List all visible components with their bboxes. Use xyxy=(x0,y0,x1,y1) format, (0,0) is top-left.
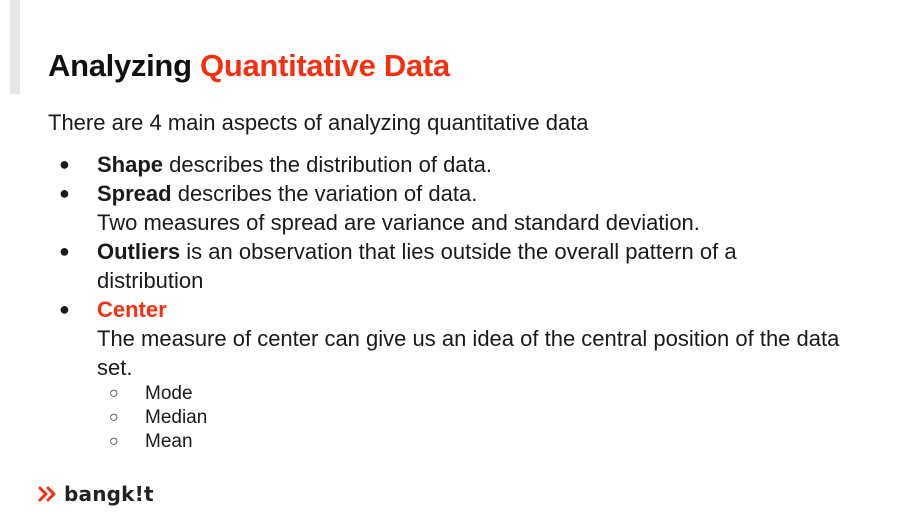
title-plain: Analyzing xyxy=(48,48,201,83)
bullet-outliers: ● Outliers is an observation that lies o… xyxy=(48,237,848,295)
sub-item-label: Mode xyxy=(145,383,193,404)
bangkit-logo: bangk!t xyxy=(38,482,154,506)
bullet-outliers-text: is an observation that lies outside the … xyxy=(97,239,737,293)
sub-item-mean: ○ Mean xyxy=(97,430,848,454)
sub-bullet-circle: ○ xyxy=(109,409,119,426)
sub-item-mode: ○ Mode xyxy=(97,382,848,406)
bullet-shape: ● Shape describes the distribution of da… xyxy=(48,150,848,179)
sub-item-label: Mean xyxy=(145,431,193,452)
bullet-center-detail: The measure of center can give us an ide… xyxy=(97,326,840,380)
bullet-spread-text: describes the variation of data. xyxy=(171,181,478,206)
bullet-dot: ● xyxy=(59,154,70,174)
bullet-dot: ● xyxy=(59,241,70,261)
bullet-list: ● Shape describes the distribution of da… xyxy=(48,150,848,454)
sub-item-median: ○ Median xyxy=(97,406,848,430)
slide-title: Analyzing Quantitative Data xyxy=(48,48,450,84)
bullet-dot: ● xyxy=(59,299,70,319)
bullet-shape-text: describes the distribution of data. xyxy=(163,152,492,177)
bullet-spread-detail: Two measures of spread are variance and … xyxy=(97,210,700,235)
bullet-outliers-term: Outliers xyxy=(97,239,181,264)
slide-side-bar xyxy=(10,0,20,94)
center-sub-list: ○ Mode ○ Median ○ Mean xyxy=(97,382,848,454)
chevron-logo-icon xyxy=(38,486,56,502)
bullet-shape-term: Shape xyxy=(97,152,164,177)
bullet-spread: ● Spread describes the variation of data… xyxy=(48,179,848,237)
intro-text: There are 4 main aspects of analyzing qu… xyxy=(48,110,589,135)
title-accent: Quantitative Data xyxy=(200,48,450,83)
logo-wordmark: bangk!t xyxy=(64,482,154,506)
bullet-spread-term: Spread xyxy=(97,181,172,206)
bullet-center-term: Center xyxy=(97,297,167,322)
bullet-center: ● Center The measure of center can give … xyxy=(48,295,848,454)
sub-item-label: Median xyxy=(145,407,208,428)
bullet-dot: ● xyxy=(59,183,70,203)
sub-bullet-circle: ○ xyxy=(109,385,119,402)
sub-bullet-circle: ○ xyxy=(109,433,119,450)
